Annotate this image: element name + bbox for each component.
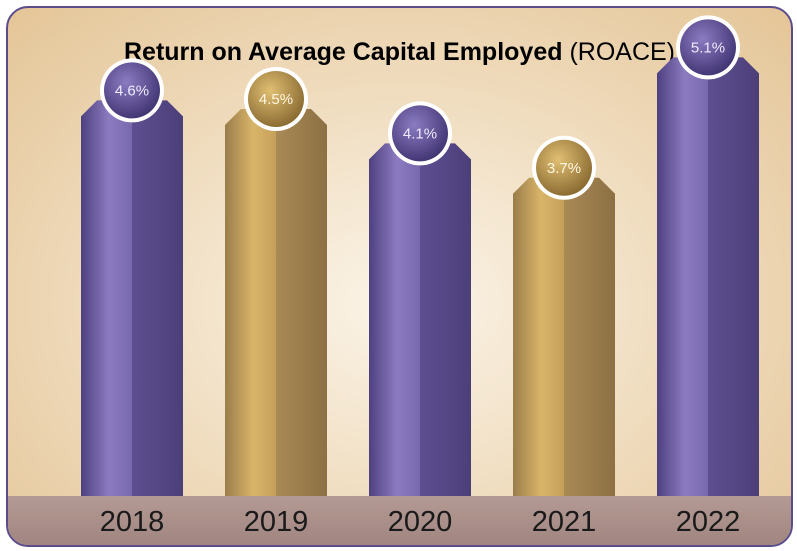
bar-2020: 4.1% [369, 101, 471, 496]
year-band [8, 496, 791, 545]
data-label-2018: 4.6% [115, 82, 149, 99]
tick-label-2022: 2022 [676, 506, 741, 538]
bar-left-face [81, 100, 132, 497]
bar-right-face [276, 109, 327, 496]
value-badge [248, 71, 304, 127]
value-badge [536, 139, 592, 196]
bar-left-face [225, 109, 276, 496]
bar-left-face [369, 143, 420, 496]
tick-label-2019: 2019 [244, 506, 309, 538]
chart-title-suffix: (ROACE) [569, 38, 676, 66]
chart-frame: Return on Average Capital Employed (ROAC… [6, 6, 793, 547]
bar-right-face [420, 143, 471, 496]
tick-label-2021: 2021 [532, 506, 597, 538]
bar-left-face [657, 57, 708, 497]
bar-2021: 3.7% [513, 135, 615, 497]
data-label-2019: 4.5% [259, 91, 293, 108]
chart-title: Return on Average Capital Employed (ROAC… [8, 38, 791, 67]
value-badge [392, 105, 448, 162]
value-badge [104, 62, 160, 119]
bar-2018: 4.6% [81, 58, 183, 497]
chart-title-main: Return on Average Capital Employed [123, 38, 563, 66]
data-label-2022: 5.1% [691, 39, 725, 56]
bar-left-face [513, 177, 564, 497]
tick-label-2018: 2018 [100, 506, 165, 538]
value-badge [680, 19, 736, 76]
bar-2019: 4.5% [225, 67, 327, 496]
bar-2022: 5.1% [657, 15, 759, 497]
bar-right-face [564, 177, 615, 497]
bar-right-face [708, 57, 759, 497]
data-label-2021: 3.7% [547, 160, 581, 177]
data-label-2020: 4.1% [403, 125, 437, 142]
bar-right-face [132, 100, 183, 497]
bar-chart: 4.6% 2018 4.5% 2019 4.1% 2020 3.7% 2021 5.1% 2022 [81, 15, 759, 538]
tick-label-2020: 2020 [388, 506, 453, 538]
